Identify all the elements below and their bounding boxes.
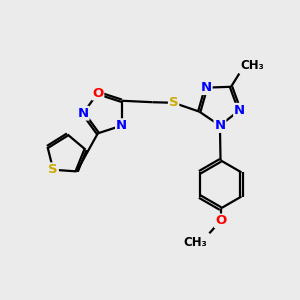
Text: N: N (201, 81, 212, 94)
Text: O: O (215, 214, 226, 227)
Text: N: N (116, 119, 127, 132)
Text: S: S (48, 163, 58, 176)
Text: O: O (92, 86, 103, 100)
Text: S: S (169, 96, 178, 109)
Text: N: N (78, 107, 89, 120)
Text: CH₃: CH₃ (184, 236, 207, 249)
Text: N: N (214, 119, 226, 132)
Text: N: N (234, 104, 245, 117)
Text: CH₃: CH₃ (240, 59, 264, 72)
